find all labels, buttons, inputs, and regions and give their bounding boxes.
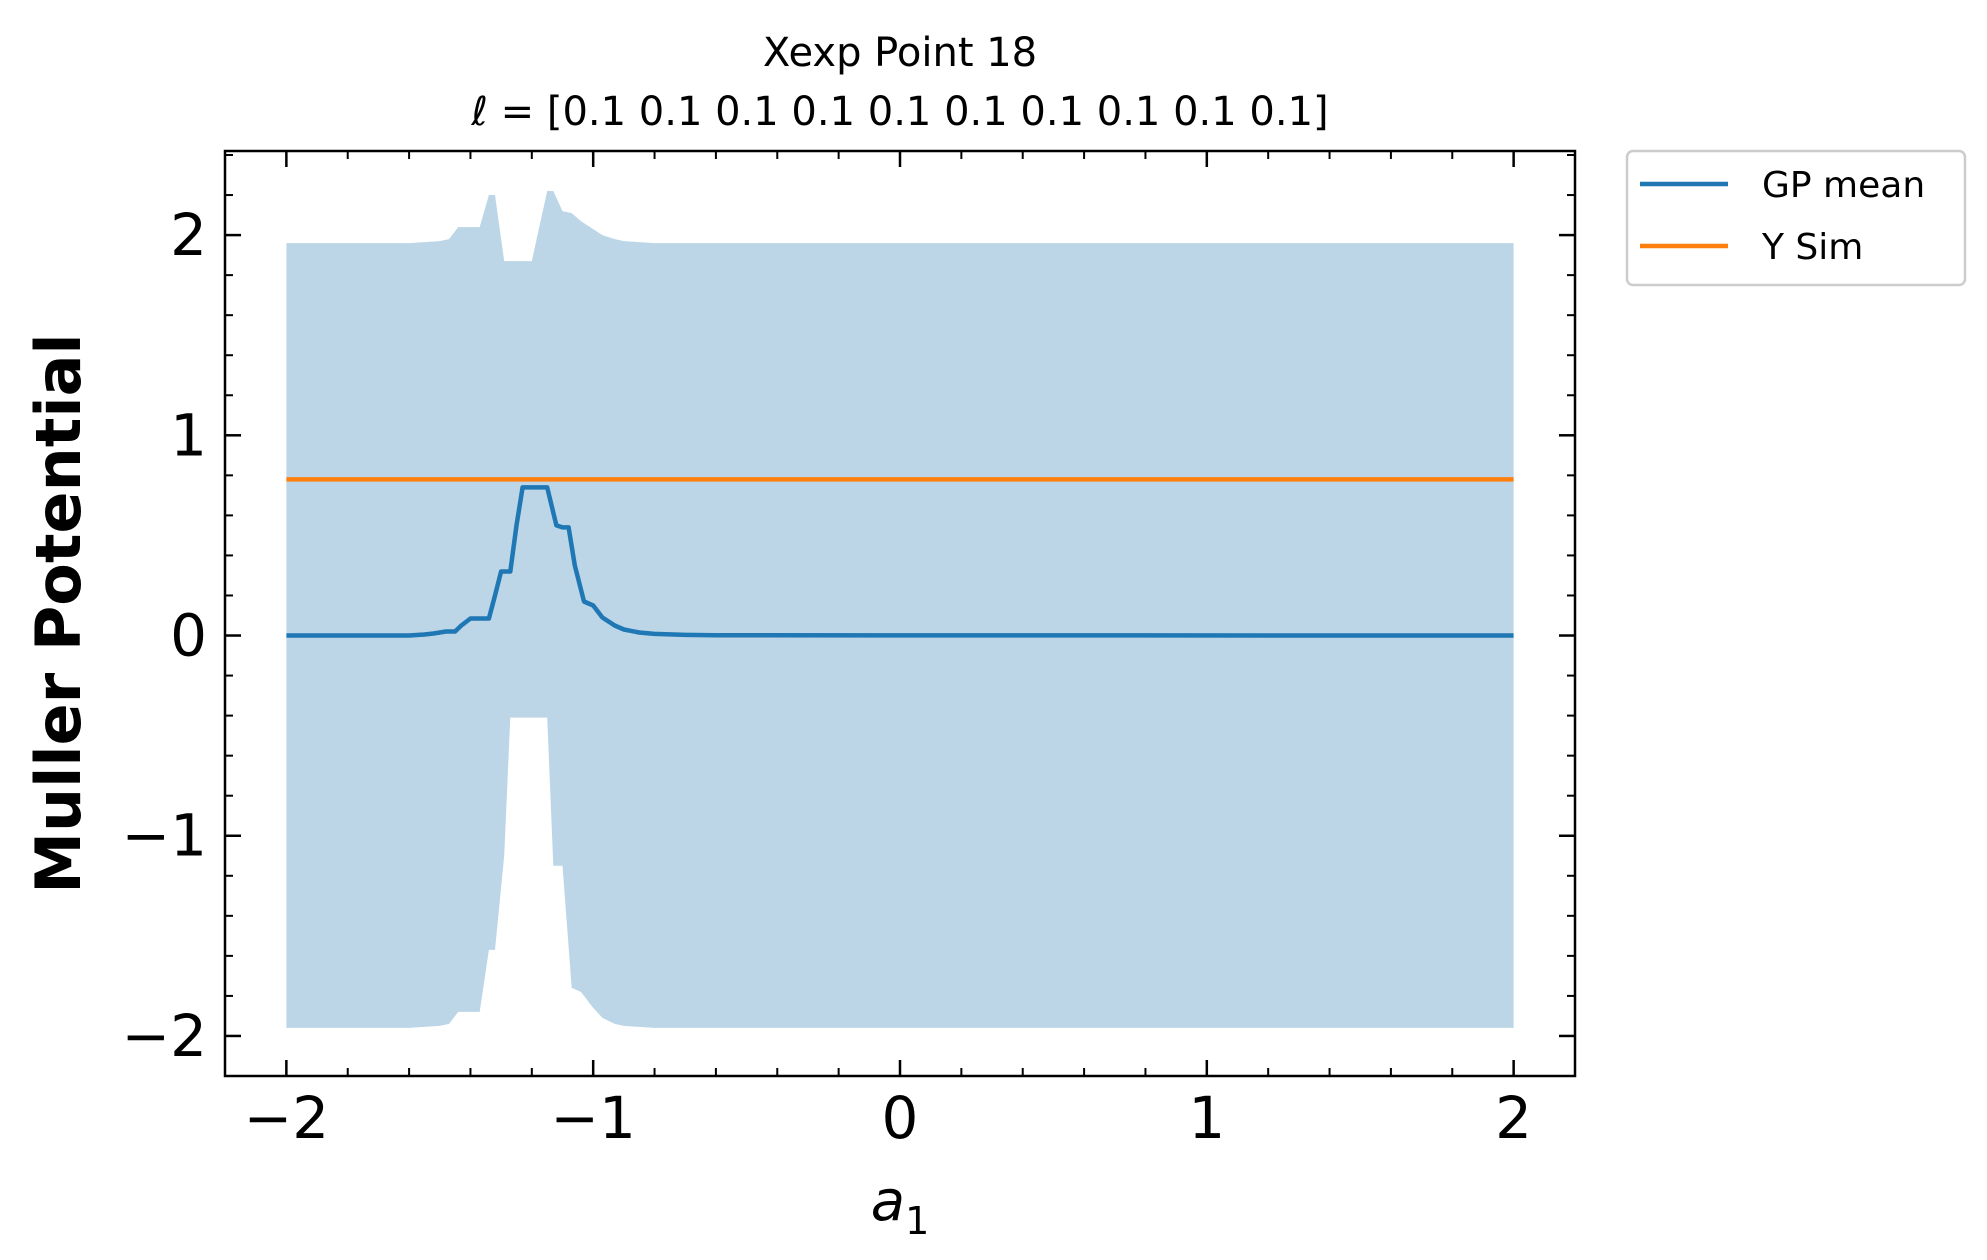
y-tick-label: −1 — [122, 802, 208, 870]
series-line-gp-mean — [286, 485, 1514, 638]
confidence-band — [286, 191, 1514, 1028]
confidence-band-layer — [286, 191, 1514, 1028]
chart-title: Xexp Point 18 — [763, 30, 1037, 76]
x-tick-label: 1 — [1188, 1084, 1225, 1152]
chart-subtitle: ℓ = [0.1 0.1 0.1 0.1 0.1 0.1 0.1 0.1 0.1… — [470, 89, 1328, 135]
y-tick-label: −2 — [122, 1002, 208, 1070]
y-tick-label: 1 — [170, 401, 207, 469]
series-layer — [286, 477, 1514, 638]
x-axis-label-main: a — [871, 1169, 905, 1234]
y-tick-label: 2 — [170, 201, 207, 269]
y-tick-labels: −2 −1 0 1 2 — [122, 201, 208, 1070]
x-axis-label: a1 — [871, 1169, 930, 1243]
x-tick-labels: −2 −1 0 1 2 — [244, 1084, 1532, 1152]
x-tick-label: −2 — [244, 1084, 330, 1152]
y-axis-label: Muller Potential — [22, 333, 95, 893]
legend-label-gp-mean: GP mean — [1762, 165, 1925, 206]
y-tick-label: 0 — [170, 602, 207, 670]
x-axis-label-subscript: 1 — [905, 1199, 929, 1243]
x-tick-label: 2 — [1495, 1084, 1532, 1152]
axis-ticks — [224, 151, 1576, 1077]
x-tick-label: −1 — [550, 1084, 636, 1152]
legend-label-y-sim: Y Sim — [1761, 227, 1863, 268]
legend: GP mean Y Sim — [1625, 149, 1967, 287]
x-tick-label: 0 — [882, 1084, 919, 1152]
